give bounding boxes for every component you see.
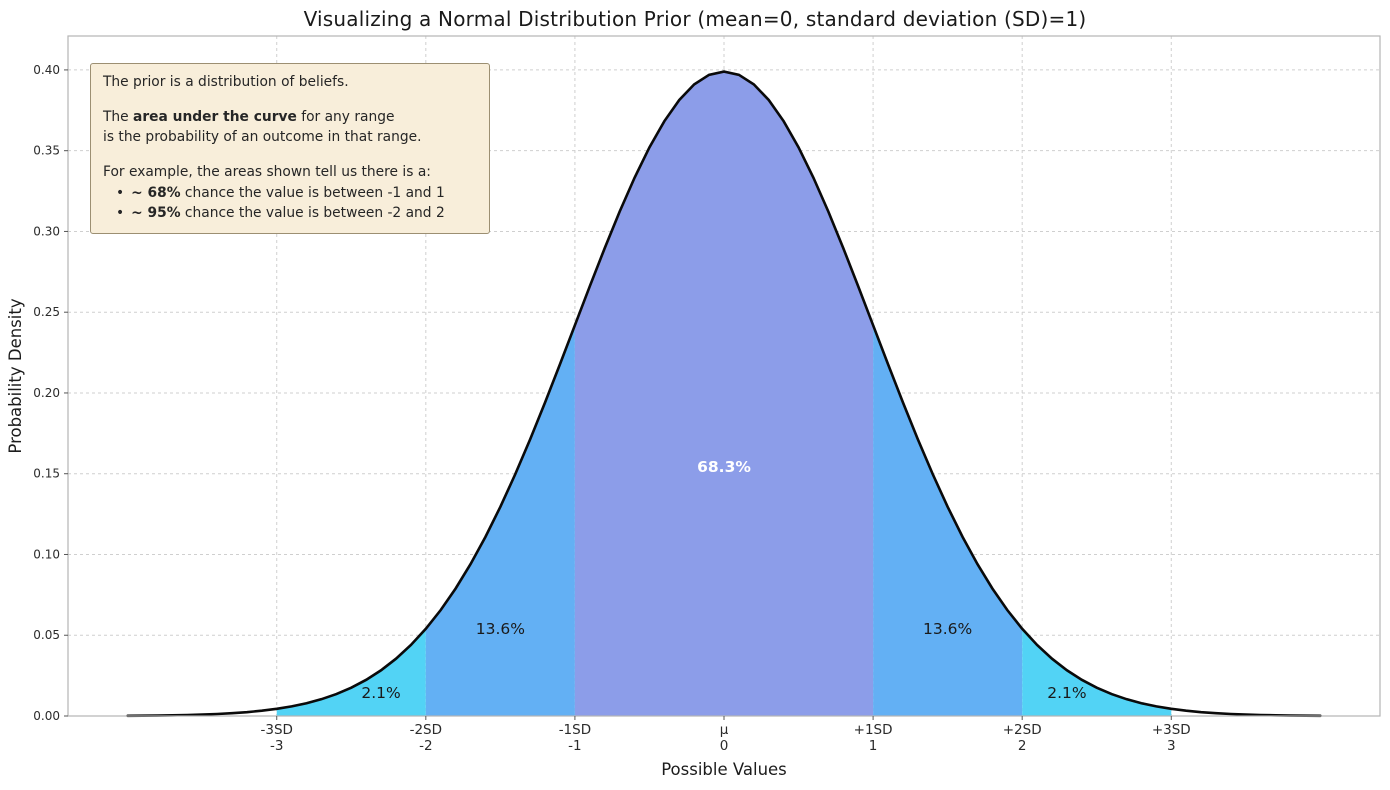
shaded-region-2.1% xyxy=(1022,628,1172,716)
x-tick-sd-label: -3SD xyxy=(261,722,293,738)
note-bold-68: ~ 68% xyxy=(131,184,181,201)
y-tick-label: 0.00 xyxy=(33,709,60,723)
y-tick-label: 0.35 xyxy=(33,144,60,158)
note-spacer xyxy=(103,93,477,107)
normal-curve xyxy=(126,70,1322,718)
x-tick-sd-label: -2SD xyxy=(410,722,442,738)
x-tick-sd-label: +3SD xyxy=(1152,722,1191,738)
note-bold-area-under-curve: area under the curve xyxy=(133,108,297,125)
shaded-region-2.1% xyxy=(276,628,426,716)
annotation-box: The prior is a distribution of beliefs. … xyxy=(90,63,490,235)
y-tick-label: 0.10 xyxy=(33,547,60,561)
y-tick-label: 0.30 xyxy=(33,224,60,238)
note-line-4: For example, the areas shown tell us the… xyxy=(103,164,431,181)
bullet-icon: • xyxy=(116,184,125,201)
x-axis-label: Possible Values xyxy=(661,760,787,779)
y-tick-label: 0.20 xyxy=(33,386,60,400)
y-tick-label: 0.05 xyxy=(33,628,60,642)
x-tick-sd-label: μ xyxy=(720,722,729,738)
y-tick-label: 0.40 xyxy=(33,63,60,77)
region-label-13.6%: 13.6% xyxy=(923,620,972,638)
note-bullet-95: • ~ 95% chance the value is between -2 an… xyxy=(103,203,477,224)
note-bold-95: ~ 95% xyxy=(131,205,181,222)
x-tick-sd-label: +1SD xyxy=(854,722,893,738)
y-axis-label: Probability Density xyxy=(6,298,25,453)
x-tick-value-label: 0 xyxy=(720,738,729,754)
note-text: The xyxy=(103,108,134,125)
note-line-3: is the probability of an outcome in that… xyxy=(103,129,422,146)
x-tick-sd-label: -1SD xyxy=(559,722,591,738)
x-tick-value-label: -2 xyxy=(419,738,432,754)
bullet-icon: • xyxy=(116,205,125,222)
note-spacer xyxy=(103,148,477,162)
x-tick-value-label: 2 xyxy=(1018,738,1027,754)
chart-title: Visualizing a Normal Distribution Prior … xyxy=(303,7,1087,31)
x-tick-value-label: -1 xyxy=(568,738,581,754)
shaded-region-68.3% xyxy=(574,71,874,716)
region-label-13.6%: 13.6% xyxy=(476,620,525,638)
region-label-2.1%: 2.1% xyxy=(1047,684,1086,702)
note-text: for any range xyxy=(296,108,395,125)
region-label-2.1%: 2.1% xyxy=(361,684,400,702)
y-tick-label: 0.15 xyxy=(33,467,60,481)
note-text: chance the value is between -1 and 1 xyxy=(180,184,445,201)
note-line-2: The area under the curve for any range xyxy=(103,107,477,128)
note-bullet-68: • ~ 68% chance the value is between -1 an… xyxy=(103,183,477,204)
x-tick-value-label: -3 xyxy=(270,738,283,754)
note-text: chance the value is between -2 and 2 xyxy=(180,205,445,222)
y-tick-label: 0.25 xyxy=(33,305,60,319)
x-tick-value-label: 1 xyxy=(869,738,878,754)
region-label-68.3%: 68.3% xyxy=(697,458,751,476)
note-line-1: The prior is a distribution of beliefs. xyxy=(103,74,349,90)
x-tick-sd-label: +2SD xyxy=(1003,722,1042,738)
x-tick-value-label: 3 xyxy=(1167,738,1176,754)
